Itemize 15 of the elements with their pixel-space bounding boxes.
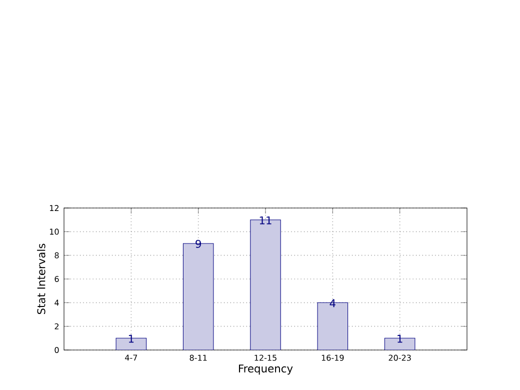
data-label: 9 xyxy=(196,240,201,248)
x-tick-label: 8-11 xyxy=(190,354,207,361)
x-axis-title: Frequency xyxy=(238,364,293,375)
x-tick-label: 20-23 xyxy=(388,354,411,361)
y-tick-label: 10 xyxy=(50,228,59,235)
y-tick-label: 6 xyxy=(54,276,59,282)
x-tick-label: 12-15 xyxy=(254,354,276,361)
y-tick-label: 12 xyxy=(50,205,58,211)
x-tick-label: 4-7 xyxy=(125,354,138,361)
y-tick-label: 4 xyxy=(54,300,59,306)
y-tick-label: 2 xyxy=(54,323,58,330)
x-tick-label: 16-19 xyxy=(322,354,344,361)
y-tick-label: 0 xyxy=(54,346,59,354)
y-tick-label: 8 xyxy=(54,252,59,258)
y-axis-title: Stat Intervals xyxy=(37,244,46,314)
